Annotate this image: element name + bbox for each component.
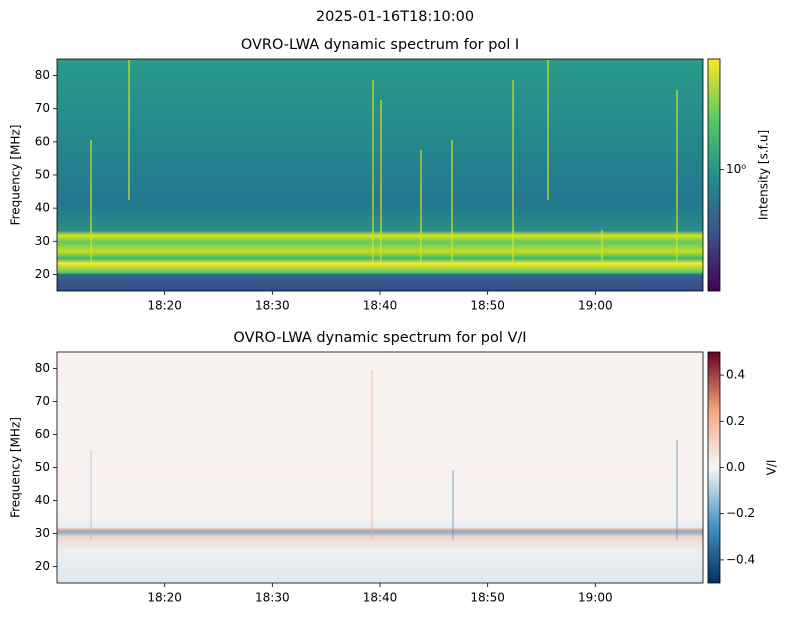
y-tick-label: 20 <box>35 559 50 573</box>
colorbar <box>707 351 721 584</box>
y-axis-label: Frequency [MHz] <box>9 417 23 518</box>
y-tick-label: 40 <box>35 493 50 507</box>
y-tick-label: 40 <box>35 201 50 215</box>
y-tick-label: 30 <box>35 526 50 540</box>
y-tick-label: 70 <box>35 394 50 408</box>
x-tick-label: 18:40 <box>363 299 398 313</box>
y-tick-label: 60 <box>35 134 50 148</box>
x-tick-label: 18:30 <box>255 299 290 313</box>
y-tick-label: 80 <box>35 68 50 82</box>
panel-title: OVRO-LWA dynamic spectrum for pol V/I <box>233 330 526 346</box>
y-tick-label: 20 <box>35 267 50 281</box>
x-tick-label: 18:30 <box>255 591 290 605</box>
colorbar-tick-label: 0.4 <box>726 368 745 382</box>
colorbar-label: Intensity [s.f.u] <box>757 130 771 220</box>
colorbar <box>707 58 721 292</box>
y-tick-label: 50 <box>35 460 50 474</box>
y-tick-label: 30 <box>35 234 50 248</box>
figure-title: 2025-01-16T18:10:00 <box>316 9 474 25</box>
x-tick-label: 19:00 <box>578 591 613 605</box>
y-tick-label: 50 <box>35 168 50 182</box>
colorbar-tick-label: −0.2 <box>726 506 755 520</box>
x-tick-label: 18:40 <box>363 591 398 605</box>
x-tick-label: 18:50 <box>470 591 505 605</box>
colorbar-tick-label: −0.4 <box>726 552 755 566</box>
colorbar-label: V/I <box>765 460 779 476</box>
colorbar-tick-label: 10⁰ <box>726 162 746 176</box>
y-axis-label: Frequency [MHz] <box>9 125 23 226</box>
colorbar-tick-label: 0.2 <box>726 414 745 428</box>
y-tick-label: 80 <box>35 361 50 375</box>
y-tick-label: 60 <box>35 427 50 441</box>
x-tick-label: 19:00 <box>578 299 613 313</box>
panel-title: OVRO-LWA dynamic spectrum for pol I <box>241 37 519 53</box>
spectrum-texture <box>57 59 703 583</box>
colorbar-tick-label: 0.0 <box>726 460 745 474</box>
x-tick-label: 18:20 <box>147 299 182 313</box>
y-tick-label: 70 <box>35 101 50 115</box>
x-tick-label: 18:20 <box>147 591 182 605</box>
x-tick-label: 18:50 <box>470 299 505 313</box>
